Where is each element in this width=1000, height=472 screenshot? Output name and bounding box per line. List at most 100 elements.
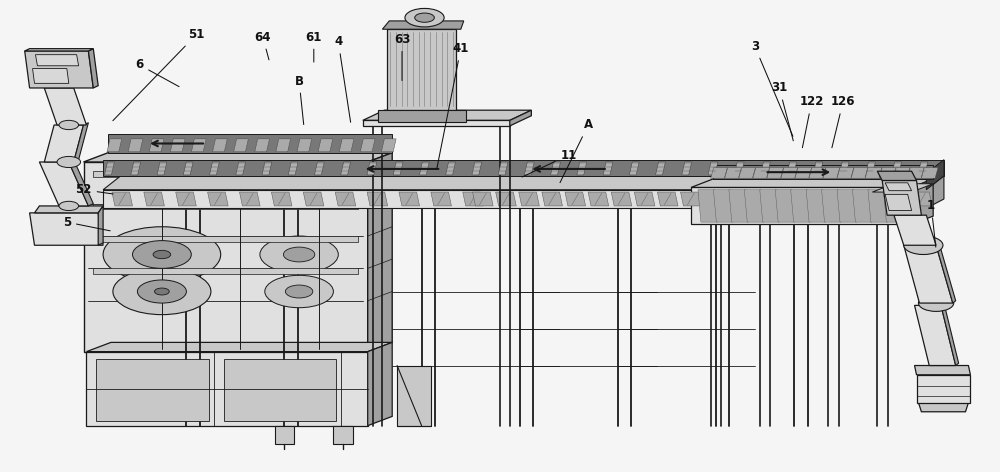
Polygon shape (725, 168, 741, 178)
Polygon shape (255, 139, 269, 152)
Polygon shape (837, 190, 857, 222)
Polygon shape (105, 162, 114, 175)
Polygon shape (865, 192, 886, 206)
Polygon shape (839, 162, 849, 175)
Polygon shape (367, 192, 388, 206)
Polygon shape (524, 162, 534, 175)
Polygon shape (510, 110, 531, 126)
Circle shape (904, 236, 943, 254)
Polygon shape (382, 21, 464, 29)
Polygon shape (381, 139, 396, 152)
Polygon shape (108, 134, 392, 153)
Text: 5: 5 (63, 216, 110, 231)
Polygon shape (734, 162, 744, 175)
Circle shape (132, 241, 191, 269)
Text: 31: 31 (771, 82, 793, 141)
Polygon shape (921, 168, 938, 178)
Text: 6: 6 (135, 59, 179, 87)
Polygon shape (926, 160, 944, 190)
Circle shape (59, 120, 79, 130)
Polygon shape (819, 192, 840, 206)
Polygon shape (912, 179, 933, 225)
Polygon shape (791, 190, 810, 222)
Polygon shape (691, 179, 933, 187)
Polygon shape (915, 305, 956, 365)
Polygon shape (813, 162, 823, 175)
Polygon shape (519, 192, 539, 206)
Polygon shape (128, 139, 143, 152)
Polygon shape (681, 192, 701, 206)
Circle shape (103, 227, 221, 282)
Circle shape (405, 8, 444, 27)
Polygon shape (865, 162, 875, 175)
Polygon shape (713, 190, 733, 222)
Polygon shape (103, 190, 926, 208)
Text: 41: 41 (437, 42, 469, 169)
Polygon shape (276, 139, 291, 152)
Polygon shape (739, 168, 755, 178)
Polygon shape (882, 180, 921, 215)
Polygon shape (107, 139, 122, 152)
Polygon shape (363, 120, 510, 126)
Polygon shape (773, 192, 794, 206)
Polygon shape (297, 139, 312, 152)
Polygon shape (318, 139, 333, 152)
Polygon shape (892, 162, 902, 175)
Polygon shape (112, 192, 132, 206)
Polygon shape (852, 190, 872, 222)
Polygon shape (750, 192, 770, 206)
Polygon shape (727, 192, 747, 206)
Text: B: B (295, 75, 304, 125)
Polygon shape (103, 176, 944, 190)
Circle shape (155, 288, 169, 295)
Polygon shape (729, 190, 748, 222)
Polygon shape (806, 190, 826, 222)
Polygon shape (44, 125, 84, 162)
Polygon shape (183, 162, 193, 175)
Polygon shape (463, 192, 483, 206)
Polygon shape (84, 153, 392, 162)
Polygon shape (446, 162, 455, 175)
Polygon shape (691, 187, 912, 225)
Polygon shape (868, 190, 888, 222)
Polygon shape (33, 68, 69, 84)
Polygon shape (157, 162, 167, 175)
Polygon shape (399, 192, 420, 206)
Polygon shape (74, 123, 88, 162)
Polygon shape (208, 192, 228, 206)
Polygon shape (93, 171, 358, 177)
Polygon shape (711, 168, 727, 178)
Polygon shape (565, 192, 586, 206)
Polygon shape (368, 342, 392, 426)
Circle shape (265, 275, 333, 308)
Polygon shape (809, 168, 826, 178)
Text: 4: 4 (334, 35, 351, 122)
Polygon shape (234, 139, 248, 152)
Polygon shape (588, 192, 609, 206)
Polygon shape (498, 162, 508, 175)
Polygon shape (941, 303, 959, 365)
Polygon shape (760, 190, 779, 222)
Polygon shape (542, 192, 562, 206)
Polygon shape (25, 49, 93, 51)
Polygon shape (35, 55, 79, 66)
Polygon shape (397, 365, 431, 426)
Polygon shape (894, 215, 936, 245)
Polygon shape (879, 168, 896, 178)
Polygon shape (865, 168, 882, 178)
Polygon shape (86, 352, 368, 426)
Polygon shape (378, 110, 466, 122)
Polygon shape (872, 184, 933, 192)
Polygon shape (419, 162, 429, 175)
Polygon shape (912, 192, 932, 206)
Polygon shape (431, 192, 451, 206)
Polygon shape (708, 162, 718, 175)
Text: 64: 64 (255, 31, 271, 60)
Polygon shape (93, 236, 358, 242)
Polygon shape (213, 139, 227, 152)
Polygon shape (360, 139, 375, 152)
Circle shape (285, 285, 313, 298)
Polygon shape (603, 162, 613, 175)
Circle shape (59, 201, 79, 211)
Polygon shape (239, 192, 260, 206)
